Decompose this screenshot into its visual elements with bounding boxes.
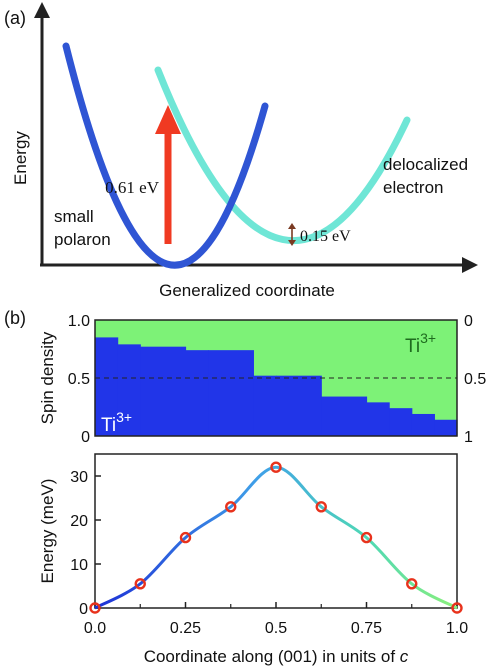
offset-double-arrow: [288, 223, 296, 246]
spin-step: [117, 344, 141, 436]
energy-ticks: 0 10 20 30 0.0 0.25 0.5 0.75 1.0: [70, 469, 468, 637]
spin-blue-area: [95, 337, 458, 436]
panel-a-xlabel: Generalized coordinate: [159, 281, 335, 300]
delocalized-electron-curve: [154, 66, 411, 244]
energy-point: [315, 501, 327, 513]
spin-step: [434, 419, 458, 436]
energy-chart: 0 10 20 30 0.0 0.25 0.5 0.75 1.0 Energy (meV) Co…: [38, 453, 468, 666]
spin-left-tick-1: 1.0: [68, 313, 90, 330]
energy-xtick-label: 0.75: [351, 620, 382, 637]
energy-ytick-label: 20: [70, 513, 88, 530]
spin-step: [366, 402, 390, 436]
energy-point: [360, 531, 373, 544]
spin-left-tick-0: 0: [81, 429, 90, 446]
offset-label: 0.15 eV: [300, 228, 351, 245]
energy-xtick-label: 1.0: [446, 620, 468, 637]
energy-point: [225, 501, 237, 513]
small-label: small: [54, 207, 94, 226]
energy-xtick-label: 0.5: [265, 620, 287, 637]
panel-a-ylabel: Energy: [11, 131, 30, 185]
energy-ytick-label: 30: [70, 469, 88, 486]
gap-label: 0.61 eV: [105, 178, 160, 197]
energy-points: [89, 461, 463, 614]
delocalized-label: delocalized: [383, 155, 468, 174]
energy-point: [406, 578, 418, 590]
excitation-arrowhead: [155, 105, 181, 134]
spin-step: [185, 350, 209, 436]
energy-xlabel: Coordinate along (001) in units of c: [144, 647, 409, 666]
spin-step: [140, 346, 187, 436]
spin-density-chart: 1.0 0.5 0 0 0.5 1 Spin density Ti3+ Ti3+: [38, 313, 486, 446]
energy-point: [89, 602, 101, 614]
polaron-label: polaron: [54, 230, 111, 249]
spin-step: [321, 396, 368, 436]
spin-step: [276, 375, 322, 436]
spin-left-tick-05: 0.5: [68, 371, 90, 388]
panel-b-label: (b): [4, 308, 26, 328]
small-polaron-curve: [62, 42, 269, 269]
energy-point: [451, 602, 463, 614]
energy-curve: [94, 465, 458, 610]
ti-label-green: Ti3+: [405, 330, 436, 357]
ti-label-blue: Ti3+: [101, 409, 132, 436]
spin-right-tick-0: 0: [464, 313, 473, 330]
energy-ylabel: Energy (meV): [38, 479, 57, 584]
spin-step: [95, 337, 119, 436]
spin-step: [411, 413, 435, 436]
panel-a-label: (a): [4, 8, 26, 28]
energy-xtick-label: 0.0: [84, 620, 106, 637]
spin-step: [208, 350, 254, 436]
x-axis-arrowhead: [462, 257, 478, 273]
spin-ylabel: Spin density: [38, 331, 57, 424]
energy-xtick-label: 0.25: [170, 620, 201, 637]
energy-ytick-label: 0: [79, 601, 88, 618]
spin-right-tick-05: 0.5: [464, 371, 486, 388]
panel-a: (a) Energy Generalized coordinate 0.61 e…: [4, 2, 478, 300]
spin-step: [389, 408, 413, 436]
spin-right-tick-1: 1: [464, 429, 473, 446]
energy-point: [270, 461, 282, 473]
spin-step: [253, 375, 277, 436]
y-axis-arrowhead: [34, 2, 50, 18]
spin-frame: [94, 319, 458, 437]
energy-point: [134, 578, 146, 590]
energy-ytick-label: 10: [70, 557, 88, 574]
energy-frame: [94, 453, 458, 609]
energy-point: [179, 531, 192, 544]
electron-label: electron: [383, 178, 443, 197]
